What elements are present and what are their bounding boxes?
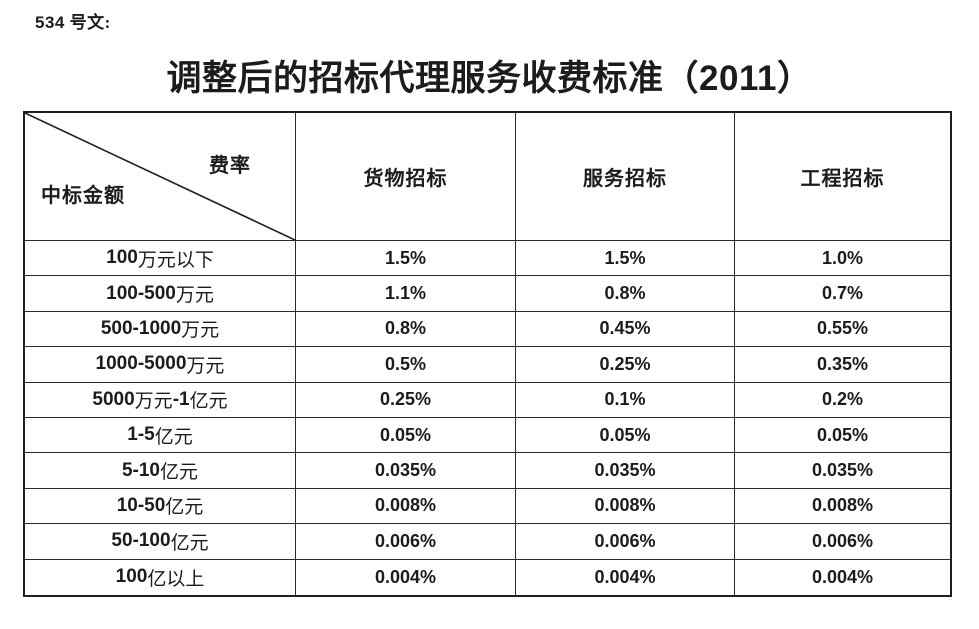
row-label: 50-100 亿元: [25, 524, 296, 560]
row-label: 1-5 亿元: [25, 417, 296, 454]
fee-table: 费率 中标金额 货物招标 服务招标 工程招标 100 万元以下 1.5% 1.5% 1…: [23, 111, 952, 597]
row-label: 100-500 万元: [25, 276, 296, 312]
row-label: 1000-5000 万元: [25, 347, 296, 383]
diagonal-divider-line: [25, 113, 295, 240]
table-cell: 0.008%: [516, 488, 735, 525]
table-cell: 1.5%: [296, 241, 516, 277]
column-header-engineering-bidding: 工程招标: [735, 113, 950, 241]
table-cell: 0.006%: [296, 524, 516, 560]
row-label: 100 万元以下: [25, 241, 296, 277]
row-label: 5-10 亿元: [25, 453, 296, 489]
table-cell: 0.004%: [296, 559, 516, 595]
table-cell: 0.55%: [735, 312, 950, 348]
row-label: 100 亿以上: [25, 559, 296, 595]
row-label: 5000 万元 -1 亿元: [25, 382, 296, 418]
table-cell: 0.25%: [296, 382, 516, 418]
table-cell: 0.008%: [296, 488, 516, 525]
table-cell: 0.8%: [296, 311, 516, 348]
table-cell: 0.7%: [735, 276, 950, 312]
table-cell: 0.1%: [516, 382, 735, 418]
table-cell: 0.004%: [516, 559, 735, 595]
table-cell: 0.8%: [516, 276, 735, 312]
table-cell: 0.008%: [735, 489, 950, 525]
table-cell: 0.006%: [516, 524, 735, 560]
row-label: 500-1000 万元: [25, 311, 296, 348]
page-title: 调整后的招标代理服务收费标准（2011）: [166, 59, 813, 98]
table-cell: 0.05%: [296, 417, 516, 454]
table-cell: 0.05%: [735, 418, 950, 454]
row-label: 10-50 亿元: [25, 488, 296, 525]
table-cell: 0.006%: [735, 524, 950, 560]
table-cell: 0.035%: [516, 453, 735, 489]
column-header-goods-bidding: 货物招标: [296, 113, 516, 241]
table-cell: 1.5%: [516, 241, 735, 277]
table-cell: 0.35%: [735, 347, 950, 383]
column-header-service-bidding: 服务招标: [516, 113, 735, 241]
table-cell: 0.5%: [296, 347, 516, 383]
table-cell: 0.25%: [516, 347, 735, 383]
table-cell: 0.05%: [516, 417, 735, 454]
corner-row-axis-label: 中标金额: [41, 185, 125, 207]
table-corner-cell: 费率 中标金额: [25, 113, 296, 241]
doc-ref-label: 534 号文:: [35, 13, 111, 32]
table-cell: 0.2%: [735, 383, 950, 418]
table-cell: 0.035%: [735, 453, 950, 489]
table-cell: 0.035%: [296, 453, 516, 489]
table-cell: 1.0%: [735, 241, 950, 277]
table-cell: 1.1%: [296, 276, 516, 312]
table-cell: 0.004%: [811, 566, 874, 587]
corner-col-axis-label: 费率: [209, 155, 251, 177]
table-cell: 0.45%: [516, 311, 735, 348]
